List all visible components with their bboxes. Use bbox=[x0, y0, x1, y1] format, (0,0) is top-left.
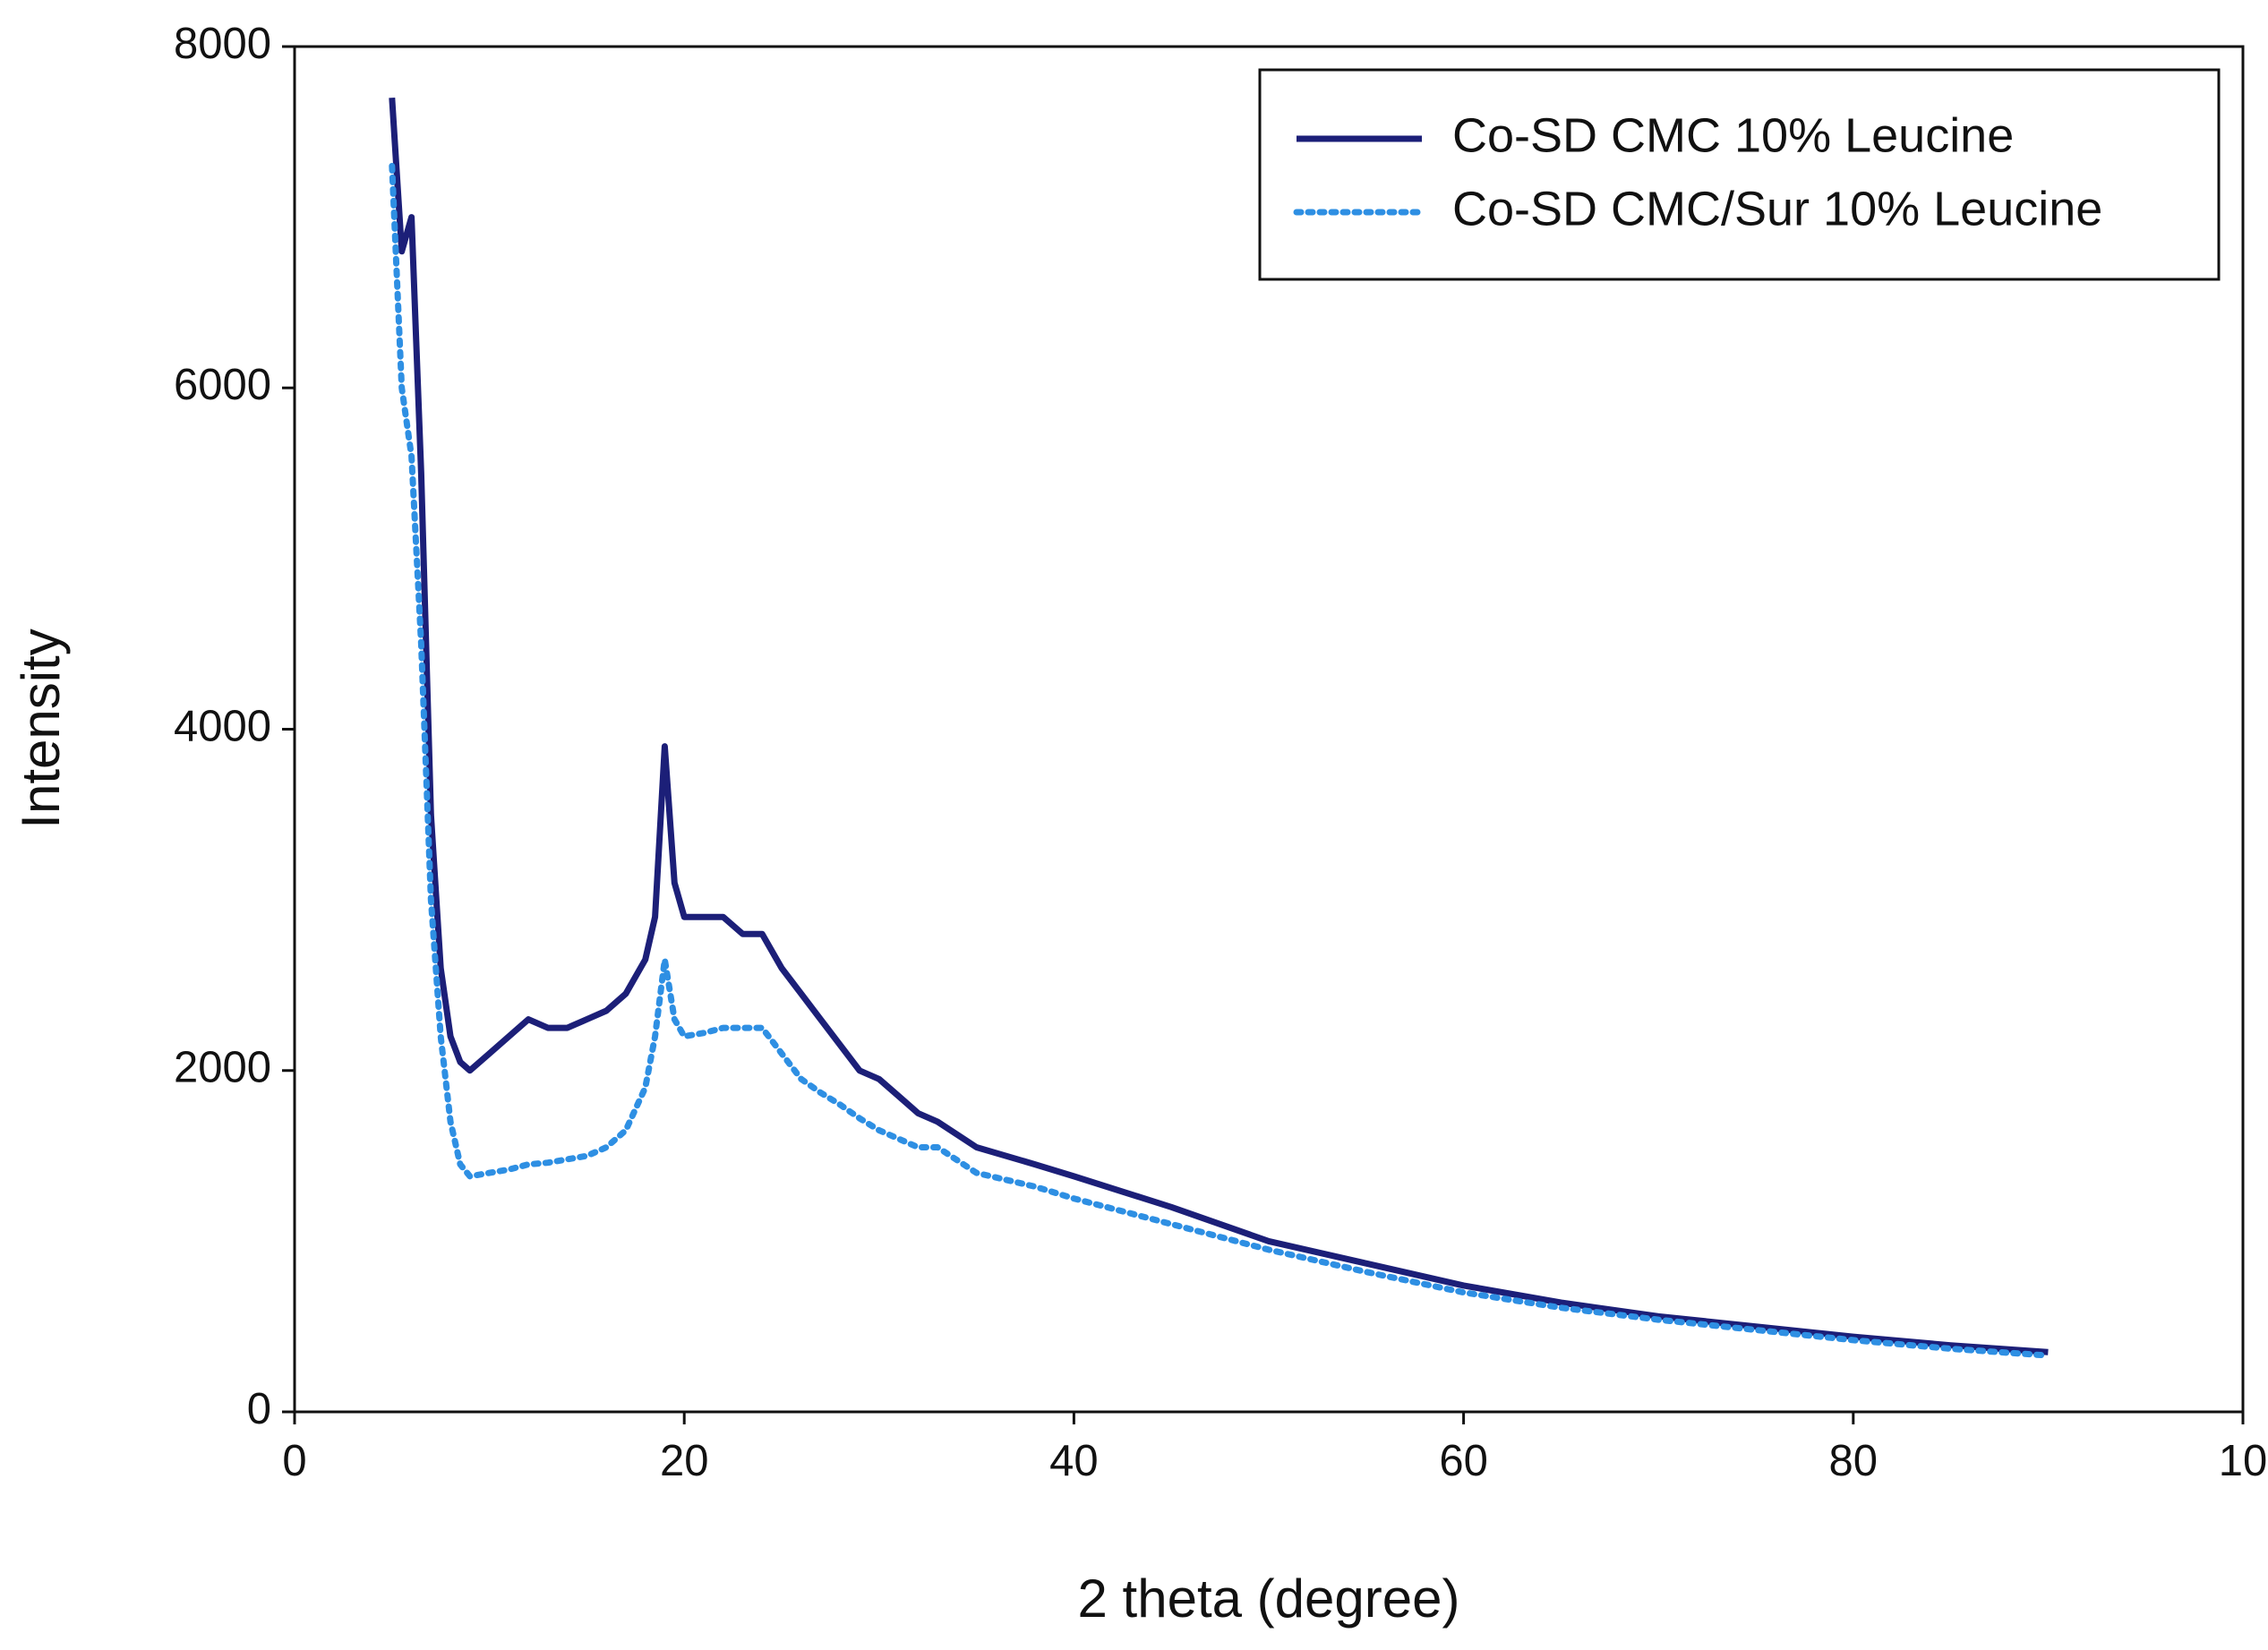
x-tick-label: 60 bbox=[1439, 1437, 1488, 1485]
x-tick-label: 10 bbox=[2219, 1437, 2268, 1485]
legend-label: Co-SD CMC/Sur 10% Leucine bbox=[1452, 182, 2102, 235]
x-axis-label: 2 theta (degree) bbox=[1078, 1569, 1460, 1629]
data-line bbox=[389, 162, 2051, 1359]
x-tick-label: 20 bbox=[660, 1437, 709, 1485]
x-tick-label: 40 bbox=[1049, 1437, 1099, 1485]
legend-box bbox=[1258, 68, 2221, 281]
y-tick-label: 2000 bbox=[174, 1044, 271, 1092]
data-line bbox=[389, 97, 2049, 1355]
x-tick-label: 80 bbox=[1829, 1437, 1879, 1485]
y-tick-label: 0 bbox=[247, 1385, 271, 1433]
y-tick-label: 6000 bbox=[174, 361, 271, 409]
y-tick-label: 8000 bbox=[174, 20, 271, 68]
legend-label: Co-SD CMC 10% Leucine bbox=[1452, 108, 2014, 162]
y-axis-label: Intensity bbox=[11, 628, 71, 828]
y-tick-label: 4000 bbox=[174, 702, 271, 750]
x-tick-label: 0 bbox=[282, 1437, 306, 1485]
